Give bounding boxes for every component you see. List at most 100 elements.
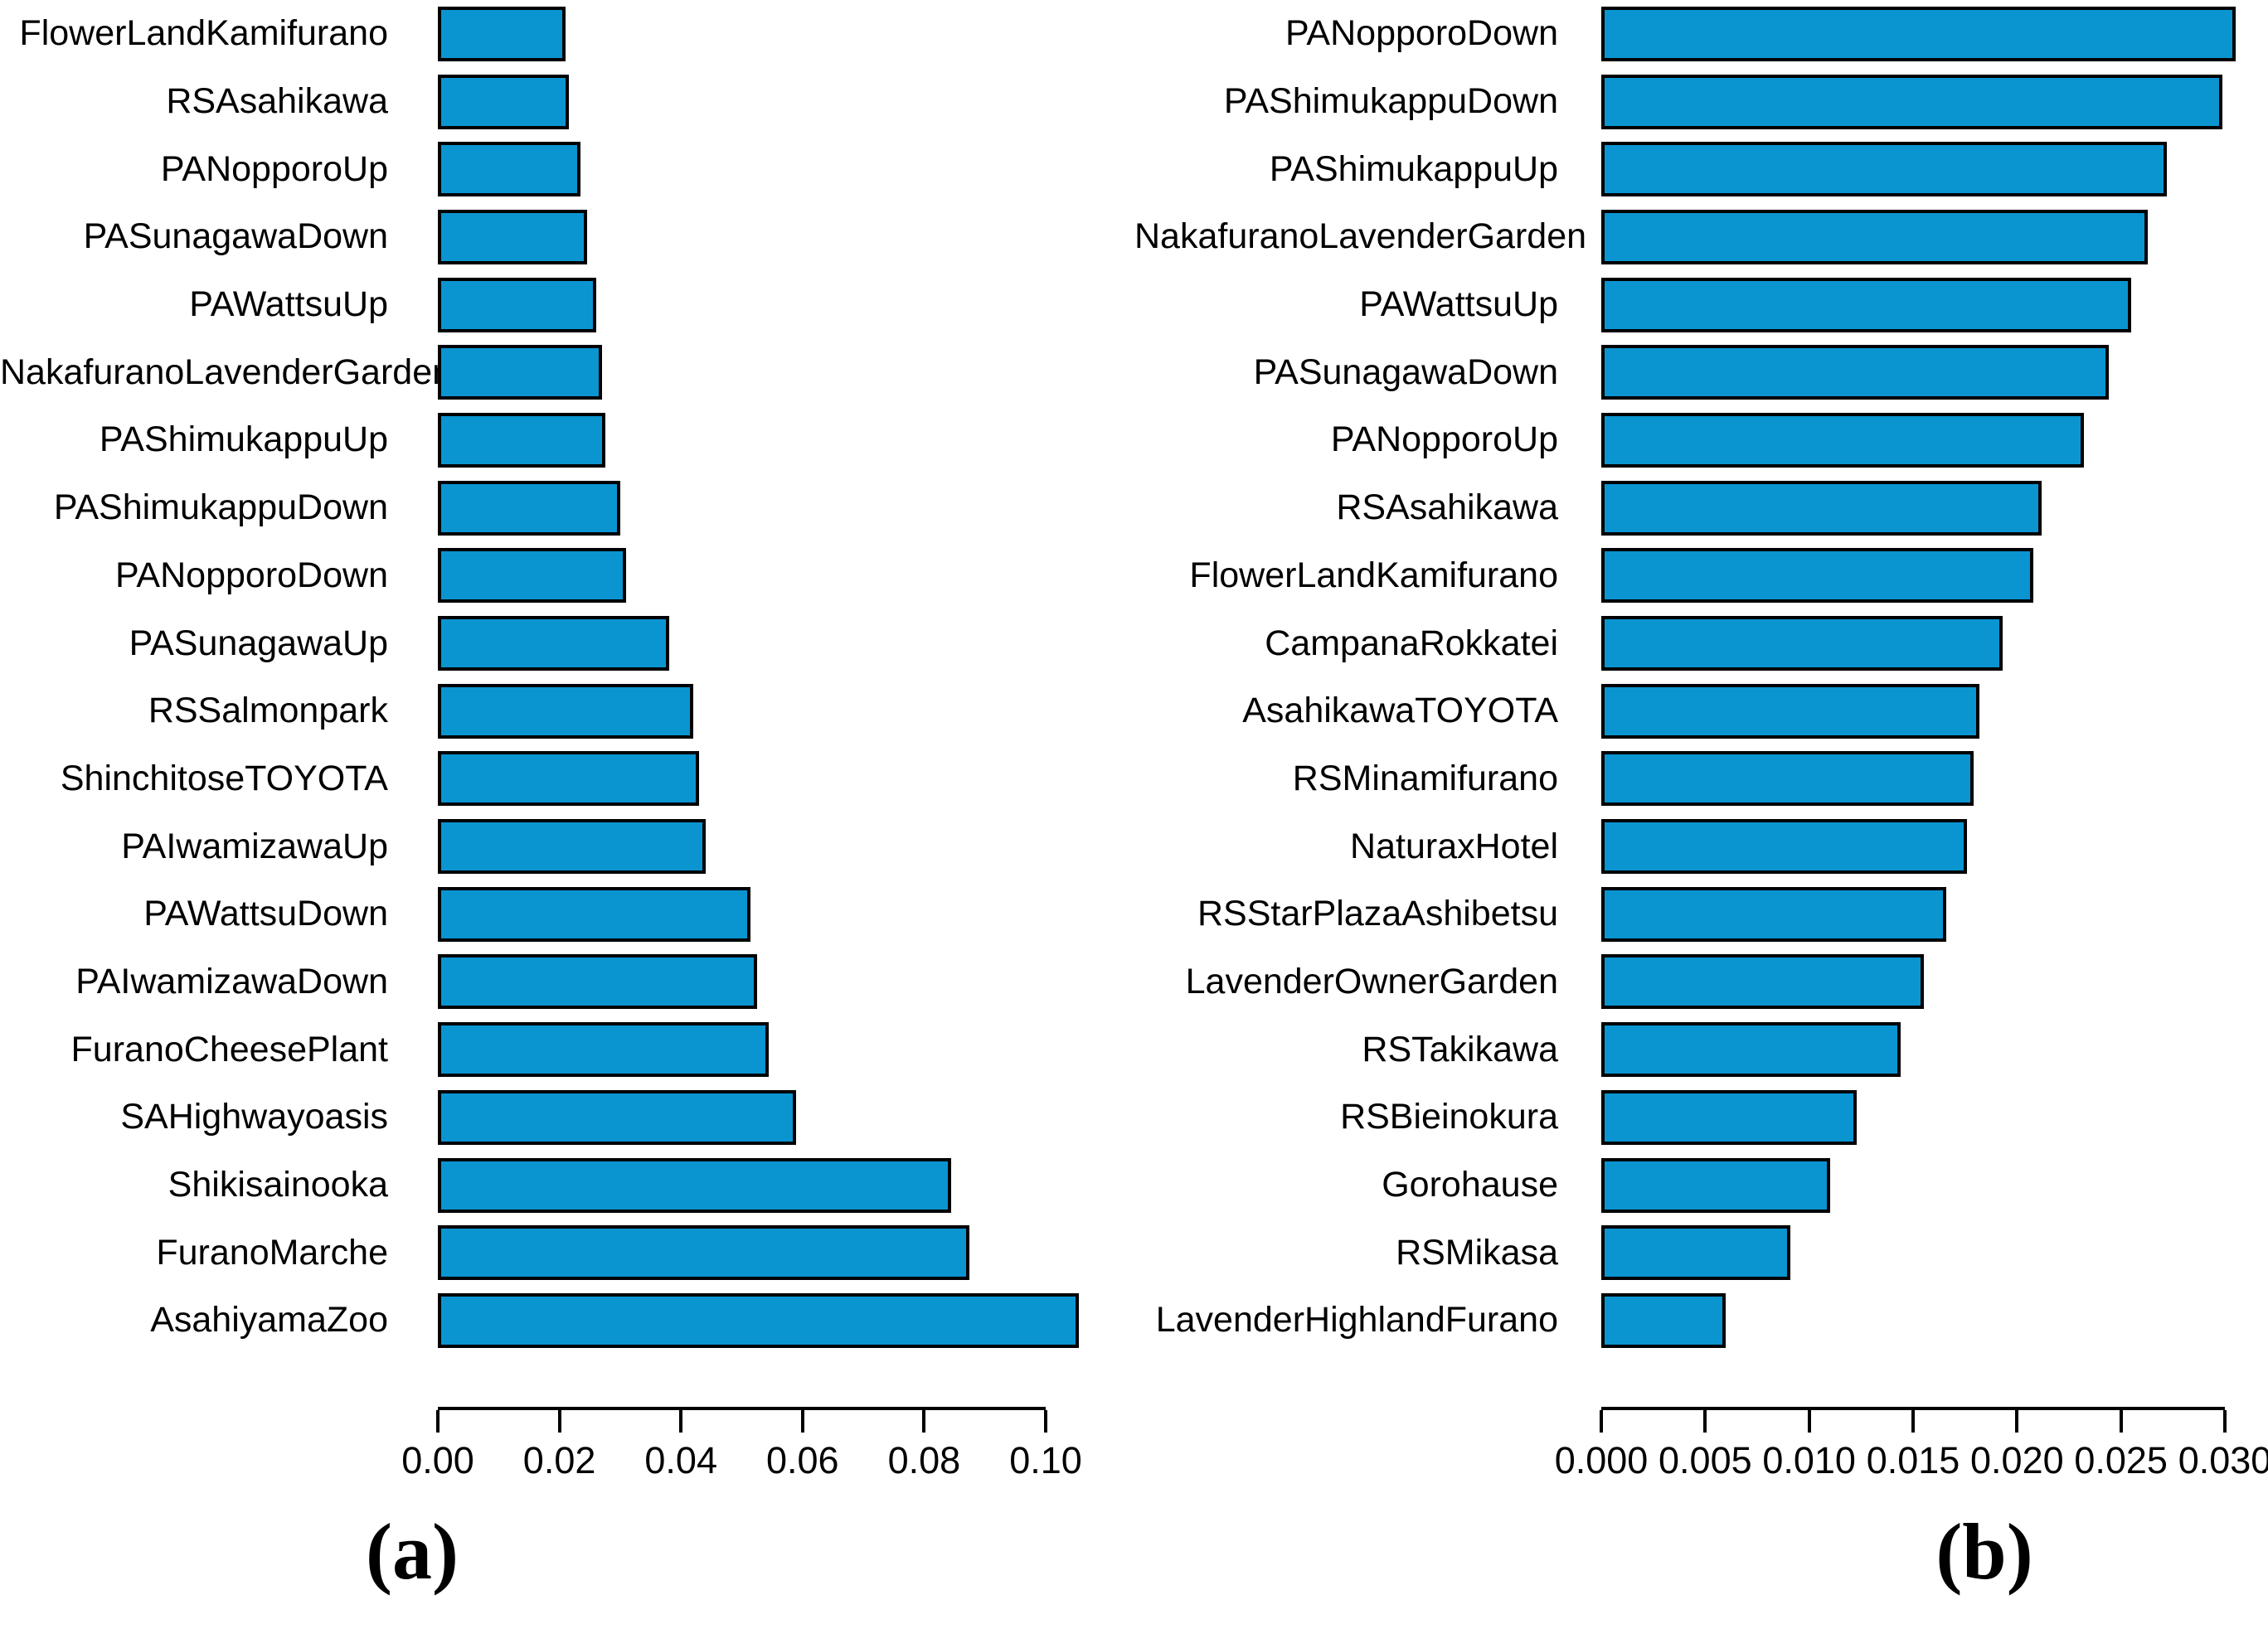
bar [438,886,751,942]
bar [1601,345,2109,400]
bar-row: RSMikasa [1134,1219,2268,1287]
axis-tick-label: 0.015 [1866,1439,1960,1481]
category-label: PANopporoDown [1285,13,1558,54]
bar-track [1601,209,2268,264]
bar-row: RSStarPlazaAshibetsu [1134,880,2268,948]
category-label: PAWattsuUp [1359,284,1558,325]
category-label: PAShimukappuUp [99,419,388,460]
axis-tick [1703,1410,1707,1433]
bar [438,683,693,739]
bar-track [1601,1292,2268,1348]
axis-tick-label: 0.06 [766,1439,839,1481]
bar-track [1601,142,2268,197]
bar [1601,954,1924,1010]
bar-row: PAIwamizawaUp [0,812,1134,880]
axis-tick [1911,1410,1915,1433]
bar-track [1601,6,2268,61]
bar-track [1601,886,2268,942]
category-label: PAShimukappuDown [1223,81,1558,122]
bar [438,819,706,875]
bar [1601,548,2034,604]
category-label: RSAsahikawa [166,81,388,122]
bar-row: AsahikawaTOYOTA [1134,677,2268,745]
category-label: AsahiyamaZoo [150,1300,388,1341]
bar-track [1601,751,2268,807]
bar [1601,412,2084,468]
category-label: FlowerLandKamifurano [1189,555,1558,595]
bar-track [438,1022,1134,1078]
category-label: PAWattsuDown [143,894,388,934]
axis-tick-label: 0.020 [1970,1439,2064,1481]
bar-row: PANopporoDown [1134,0,2268,68]
bar-track [1601,480,2268,536]
bar [1601,1292,1726,1348]
axis-tick-label: 0.030 [2178,1439,2268,1481]
bar [1601,616,2003,671]
bar-track [1601,1089,2268,1145]
axis-tick-label: 0.04 [644,1439,717,1481]
bar [1601,1089,1858,1145]
panel-a: FlowerLandKamifurano RSAsahikawa PANopporo… [0,0,1134,1481]
bar-row: RSMinamifurano [1134,745,2268,813]
axis-tick [679,1410,683,1433]
caption-b: (b) [1935,1507,2033,1596]
bar [1601,209,2149,264]
bar [1601,1022,1901,1078]
category-label: PAWattsuUp [189,284,388,325]
bar-track [438,345,1134,400]
bar [438,1157,952,1213]
category-label: LavenderOwnerGarden [1185,961,1558,1001]
bar-track [438,6,1134,61]
category-label: PAShimukappuDown [53,487,388,528]
bar-row: Gorohause [1134,1151,2268,1219]
axis-tick [922,1410,926,1433]
bar-track [438,412,1134,468]
caption-a: (a) [366,1507,459,1596]
bar [1601,142,2167,197]
category-label: RSTakikawa [1362,1029,1558,1069]
bar [438,1225,970,1281]
bar-row: PANopporoUp [1134,406,2268,474]
bar [438,74,569,129]
bar-row: FuranoCheesePlant [0,1016,1134,1084]
bar [438,1022,770,1078]
bar [438,1292,1080,1348]
bar-row: SAHighwayoasis [0,1084,1134,1151]
bar-track [438,480,1134,536]
bar [1601,480,2042,536]
bar [438,954,757,1010]
bar-row: NaturaxHotel [1134,812,2268,880]
bar-track [438,548,1134,604]
category-label: NakafuranoLavenderGarden [0,351,453,392]
axis-tick-label: 0.000 [1554,1439,1649,1481]
bar-track [1601,1022,2268,1078]
axis-tick [2015,1410,2019,1433]
bar-row: FuranoMarche [0,1219,1134,1287]
panel-b: PANopporoDown PAShimukappuDown PAShimukapp… [1134,0,2268,1629]
bar-row: NakafuranoLavenderGarden [1134,203,2268,271]
bar [1601,74,2223,129]
bar [438,751,700,807]
axis-tick [1807,1410,1811,1433]
category-label: Shikisainooka [168,1165,388,1205]
bar-track [1601,74,2268,129]
bar-row: PASunagawaDown [0,203,1134,271]
axis-tick-label: 0.10 [1009,1439,1082,1481]
bar-row: RSAsahikawa [0,68,1134,136]
bar-track [438,277,1134,332]
axis-tick-label: 0.00 [401,1439,474,1481]
bar-row: RSAsahikawa [1134,474,2268,542]
bar [438,209,587,264]
bar-track [438,751,1134,807]
axis-tick-label: 0.02 [522,1439,596,1481]
barplot-a-rows: FlowerLandKamifurano RSAsahikawa PANopporo… [0,0,1134,1355]
bar-row: PANopporoDown [0,542,1134,610]
category-label: SAHighwayoasis [120,1097,388,1137]
bar-row: PAShimukappuUp [0,406,1134,474]
bar [438,1089,797,1145]
category-label: AsahikawaTOYOTA [1242,691,1558,731]
axis-tick [436,1410,440,1433]
bar-track [1601,1157,2268,1213]
bar-track [1601,277,2268,332]
